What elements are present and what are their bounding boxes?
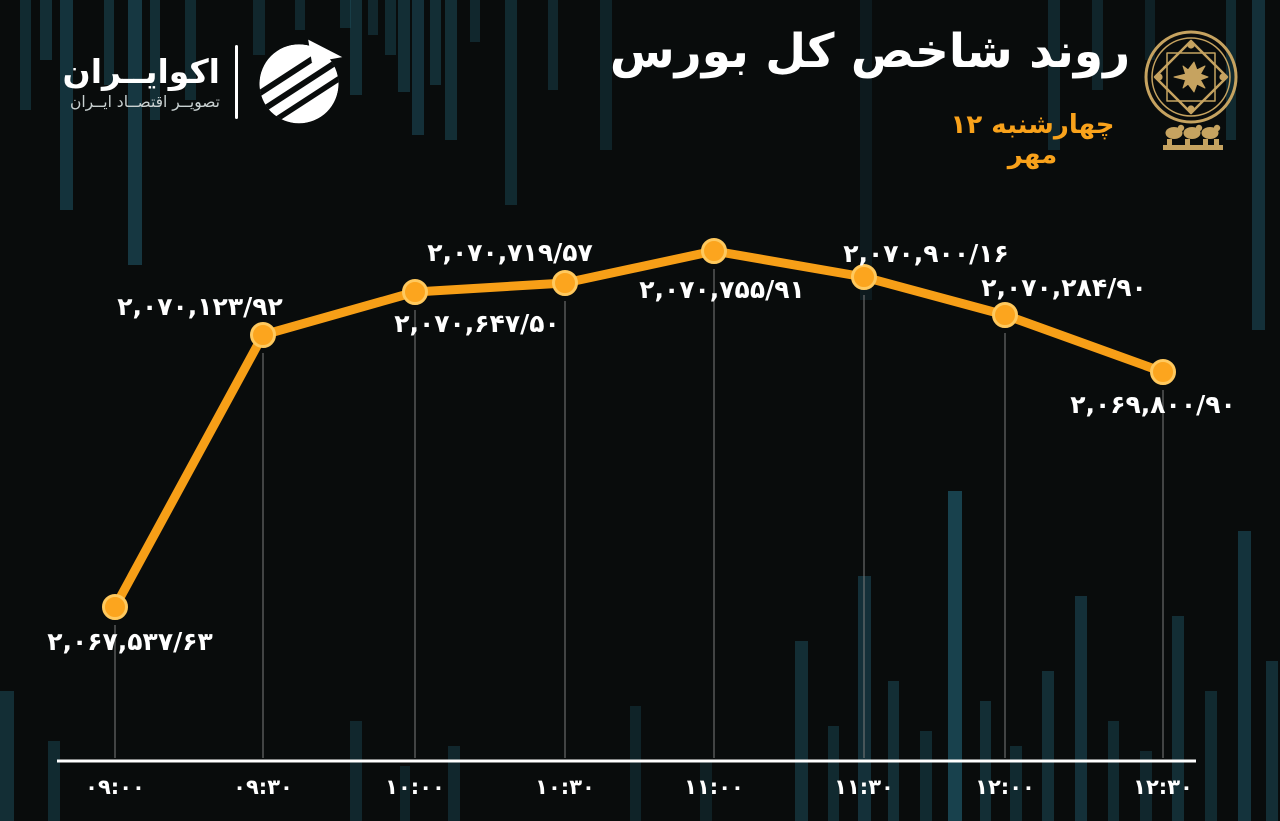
data-point-value-label: ۲,۰۷۰,۷۵۵/۹۱ <box>639 275 804 304</box>
background-bar <box>700 761 712 821</box>
trend-line <box>110 246 1168 612</box>
background-bar <box>1108 721 1119 821</box>
background-bar <box>253 0 265 55</box>
background-bar <box>295 0 305 30</box>
data-point-marker <box>992 302 1018 328</box>
x-axis-tick-label: ۱۲:۰۰ <box>975 775 1035 799</box>
background-bar <box>150 0 160 120</box>
brand-tagline: تصویــر اقتصــاد ایــران <box>69 92 220 111</box>
background-bar <box>20 0 31 110</box>
data-point-value-label: ۲,۰۷۰,۶۴۷/۵۰ <box>394 309 559 338</box>
background-bar <box>548 0 558 90</box>
background-bar <box>398 0 410 92</box>
background-bar <box>1140 751 1152 821</box>
data-point-marker <box>402 279 428 305</box>
page-title: روند شاخص کل بورس <box>609 24 1131 79</box>
background-bar <box>505 0 517 205</box>
x-axis-tick-label: ۰۹:۰۰ <box>85 775 145 799</box>
background-bar <box>1048 0 1060 150</box>
background-bar <box>948 491 962 821</box>
background-bar <box>40 0 52 60</box>
background-bar <box>1145 0 1155 60</box>
brand-text-block: اکوایــران تصویــر اقتصــاد ایــران <box>52 53 220 111</box>
background-bar <box>445 0 457 140</box>
background-bar <box>340 0 351 28</box>
x-axis-tick-label: ۱۰:۰۰ <box>385 775 445 799</box>
brand-separator <box>235 45 238 119</box>
background-bar <box>430 0 441 85</box>
background-bar <box>1092 0 1103 90</box>
background-bar <box>128 0 142 265</box>
background-bar <box>920 731 932 821</box>
background-bar <box>828 726 839 821</box>
background-bar <box>350 721 362 821</box>
background-bar <box>368 0 378 35</box>
data-point-value-label: ۲,۰۷۰,۱۲۳/۹۲ <box>117 292 282 321</box>
data-point-marker <box>250 322 276 348</box>
ecoiran-logo-icon <box>258 39 342 124</box>
tse-emblem-icon <box>1144 30 1238 150</box>
background-bar <box>1226 0 1236 140</box>
background-bar <box>1266 661 1278 821</box>
background-bar <box>385 0 396 55</box>
data-point-marker <box>701 238 727 264</box>
background-bar <box>448 746 460 821</box>
background-bar <box>888 681 899 821</box>
data-point-value-label: ۲,۰۷۰,۹۰۰/۱۶ <box>843 239 1008 268</box>
background-bar <box>795 641 808 821</box>
x-axis-tick-label: ۱۰:۳۰ <box>535 775 595 799</box>
background-bar <box>600 0 612 150</box>
background-bar <box>350 0 362 95</box>
x-axis-tick-label: ۱۱:۳۰ <box>834 775 894 799</box>
data-point-value-label: ۲,۰۷۰,۲۸۴/۹۰ <box>981 273 1146 302</box>
background-bar <box>1252 0 1265 330</box>
background-bar <box>1075 596 1087 821</box>
brand-name: اکوایــران <box>62 52 220 92</box>
background-bar <box>860 0 872 300</box>
background-bar <box>0 691 14 821</box>
x-axis-tick-label: ۱۲:۳۰ <box>1133 775 1193 799</box>
data-point-marker <box>552 270 578 296</box>
background-bar <box>60 0 73 210</box>
background-bar <box>1042 671 1054 821</box>
data-point-value-label: ۲,۰۶۷,۵۳۷/۶۳ <box>47 627 212 656</box>
background-bar <box>470 0 480 42</box>
background-bar <box>104 0 114 85</box>
background-bar <box>400 766 410 821</box>
x-axis-tick-label: ۰۹:۳۰ <box>233 775 293 799</box>
background-bar <box>185 0 196 100</box>
date-label: چهارشنبه ۱۲ مهر <box>950 110 1115 170</box>
data-point-value-label: ۲,۰۷۰,۷۱۹/۵۷ <box>427 238 592 267</box>
data-point-marker <box>851 264 877 290</box>
x-axis-tick-label: ۱۱:۰۰ <box>684 775 744 799</box>
data-point-marker <box>102 594 128 620</box>
background-bar <box>1172 616 1184 821</box>
background-bar <box>1205 691 1217 821</box>
background-bar <box>412 0 424 135</box>
data-point-value-label: ۲,۰۶۹,۸۰۰/۹۰ <box>1070 390 1235 419</box>
background-bar <box>630 706 641 821</box>
background-bar <box>1238 531 1251 821</box>
brand-block: اکوایــران تصویــر اقتصــاد ایــران <box>52 36 345 128</box>
data-point-marker <box>1150 359 1176 385</box>
background-bar <box>1010 746 1022 821</box>
